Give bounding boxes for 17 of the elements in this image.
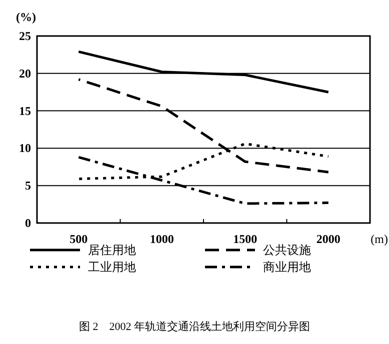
x-tick-label: 1500 bbox=[233, 232, 258, 246]
y-tick-label: 20 bbox=[19, 66, 31, 80]
y-axis-title: (%) bbox=[16, 10, 36, 24]
legend-label: 公共设施 bbox=[263, 243, 311, 257]
y-tick-label: 10 bbox=[19, 141, 31, 156]
legend-label: 工业用地 bbox=[88, 260, 136, 274]
y-tick-label: 15 bbox=[19, 104, 31, 118]
y-tick-label: 0 bbox=[25, 216, 31, 230]
y-tick-label: 25 bbox=[19, 29, 31, 43]
legend-label: 居住用地 bbox=[88, 243, 136, 257]
x-tick-label: 2000 bbox=[316, 232, 340, 246]
x-axis-title: (m) bbox=[370, 232, 388, 246]
x-tick-label: 1000 bbox=[150, 232, 174, 246]
legend-label: 商业用地 bbox=[263, 260, 311, 274]
text: 图 2 2002 年轨道交通沿线土地利用空间分异图 bbox=[79, 320, 310, 333]
x-tick-label: 500 bbox=[70, 232, 88, 246]
y-tick-label: 5 bbox=[25, 178, 31, 193]
